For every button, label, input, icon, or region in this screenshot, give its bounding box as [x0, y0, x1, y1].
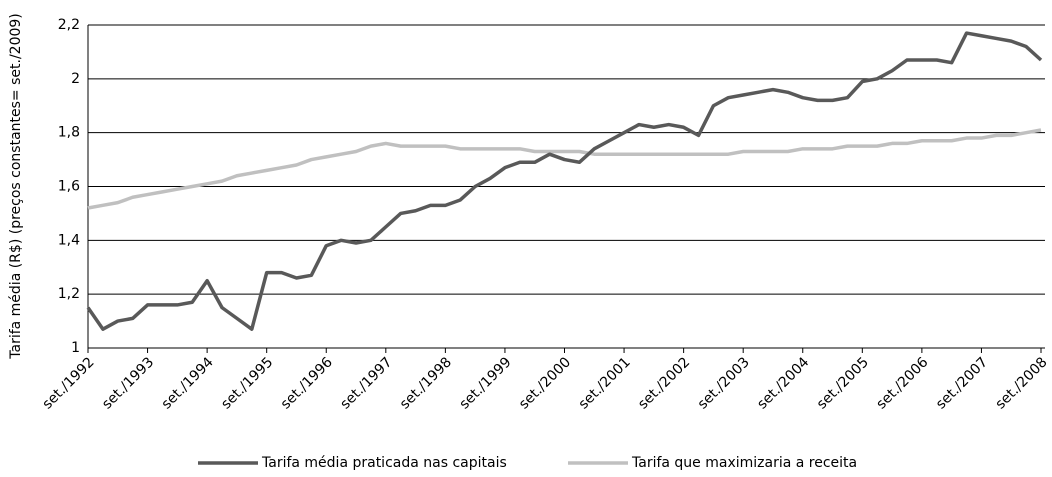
legend-label: Tarifa que maximizaria a receita	[631, 455, 857, 471]
x-tick-label: set./2008	[993, 354, 1051, 412]
x-tick-label: set./1998	[397, 354, 455, 412]
legend-label: Tarifa média praticada nas capitais	[261, 455, 507, 471]
y-tick-label: 1,8	[58, 125, 80, 141]
x-tick-label: set./1994	[159, 354, 217, 412]
x-tick-label: set./2003	[695, 354, 753, 412]
x-tick-label: set./1997	[337, 354, 395, 412]
y-tick-label: 2,2	[58, 17, 80, 33]
x-tick-label: set./2007	[933, 354, 991, 412]
x-tick-label: set./1993	[99, 354, 157, 412]
series-line	[87, 128, 1042, 210]
y-axis-title: Tarifa média (R$) (preços constantes= se…	[8, 13, 24, 360]
x-tick-label: set./2001	[576, 354, 634, 412]
y-tick-label: 1,4	[58, 232, 80, 248]
y-tick-label: 1,6	[58, 179, 80, 195]
series-line	[86, 31, 1043, 331]
x-tick-label: set./1995	[218, 354, 276, 412]
x-tick-label: set./2004	[754, 354, 812, 412]
y-tick-label: 1	[71, 340, 80, 356]
x-tick-label: set./1996	[278, 354, 336, 412]
x-tick-label: set./2005	[814, 354, 872, 412]
x-tick-label: set./1999	[456, 354, 514, 412]
y-tick-label: 2	[71, 71, 80, 87]
x-tick-label: set./2006	[873, 354, 931, 412]
x-tick-label: set./1992	[40, 354, 98, 412]
y-tick-label: 1,2	[58, 286, 80, 302]
x-tick-label: set./2002	[635, 354, 693, 412]
x-tick-label: set./2000	[516, 354, 574, 412]
